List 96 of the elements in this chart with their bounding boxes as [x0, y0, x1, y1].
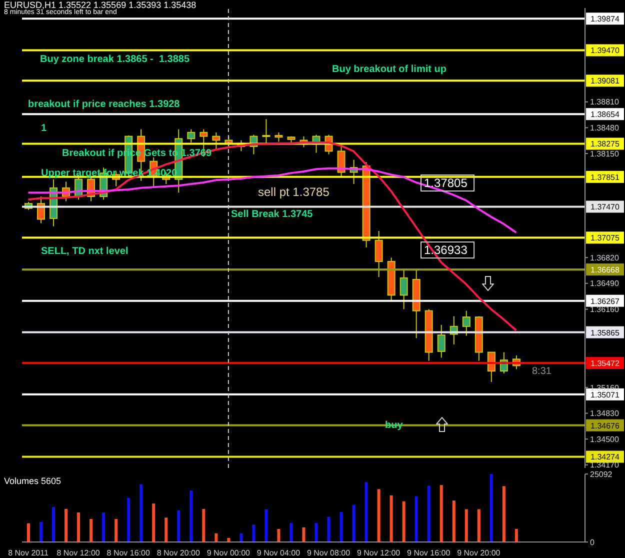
bar — [152, 504, 156, 542]
candlestick — [437, 324, 446, 358]
bar — [352, 504, 356, 542]
candlestick — [462, 310, 470, 336]
x-tick-label: 8 Nov 2011 — [8, 548, 49, 558]
x-tick-label: 9 Nov 04:00 — [256, 548, 301, 558]
candlestick — [487, 352, 496, 382]
ref-line-label: 1.35865 — [590, 328, 620, 338]
x-tick-label: 9 Nov 08:00 — [306, 548, 351, 558]
bar — [177, 510, 180, 542]
bar — [390, 495, 393, 542]
bar — [327, 516, 330, 542]
annotation: Buy zone break 1.3865 - 1.3885 — [40, 54, 190, 65]
bar — [277, 528, 280, 542]
bar — [202, 508, 206, 542]
bar — [64, 508, 68, 542]
x-tick-label: 9 Nov 00:00 — [206, 548, 251, 558]
candlestick — [187, 128, 196, 144]
ref-line-label: 1.35071 — [590, 390, 620, 400]
y-tick-label: 1.34170 — [590, 460, 620, 470]
bar — [290, 523, 293, 542]
y-tick-label: 1.38810 — [590, 98, 620, 107]
bar — [164, 518, 168, 542]
candlestick — [212, 132, 220, 150]
candlestick — [262, 118, 270, 145]
bar — [140, 484, 143, 542]
ref-line-label: 1.39081 — [590, 76, 620, 86]
bar — [340, 512, 343, 542]
annotation: Buy breakout of limit up — [332, 64, 446, 75]
bar — [214, 533, 218, 542]
annotation: 1.37805 — [424, 176, 468, 190]
bar — [314, 523, 318, 542]
ref-line-label: 1.38654 — [590, 110, 620, 120]
bar — [127, 498, 130, 542]
bar — [377, 489, 380, 542]
y-tick-label: 25092 — [590, 470, 613, 479]
ref-line-label: 1.34274 — [590, 452, 620, 462]
bar — [452, 500, 456, 542]
ref-line-label: 1.39470 — [590, 46, 620, 56]
x-tick-label: 8 Nov 20:00 — [156, 548, 201, 558]
x-tick-label: 9 Nov 16:00 — [407, 548, 451, 558]
bar — [402, 501, 406, 542]
bar — [114, 518, 118, 542]
ref-line-label: 1.37470 — [590, 202, 620, 212]
annotation: Sell Break 1.3745 — [231, 209, 314, 220]
bar — [264, 509, 268, 542]
bar — [252, 524, 256, 542]
ref-line-label: 1.36267 — [590, 296, 620, 306]
ref-line-label: 1.35472 — [590, 359, 620, 368]
ref-line-label: 1.34676 — [590, 421, 620, 430]
bar — [40, 522, 43, 542]
y-tick-label: 1.36160 — [590, 305, 620, 314]
y-tick-label: 1.34830 — [590, 409, 620, 418]
bar — [414, 496, 418, 542]
annotation: 1 — [41, 123, 47, 134]
y-tick-label: 1.34500 — [590, 434, 620, 444]
y-tick-label: 0 — [590, 538, 595, 547]
x-tick-label: 9 Nov 20:00 — [457, 548, 501, 558]
bar — [514, 528, 518, 542]
bar — [502, 486, 506, 542]
bar — [464, 509, 468, 542]
candlestick — [274, 132, 283, 142]
bar — [52, 507, 56, 542]
bar — [90, 518, 93, 542]
ref-line-label: 1.38275 — [590, 140, 620, 149]
chart-title: Volumes 5605 — [4, 476, 62, 486]
y-tick-label: 1.36490 — [590, 279, 620, 288]
ref-line-label: 1.37851 — [590, 172, 620, 182]
y-tick-label: 1.38480 — [590, 124, 620, 133]
y-tick-label: 1.36820 — [590, 253, 620, 262]
candlestick — [374, 230, 383, 278]
ref-line-label: 1.39874 — [590, 14, 620, 24]
bar — [302, 527, 306, 542]
bar — [240, 533, 243, 542]
annotation: breakout if price reaches 1.3928 — [28, 99, 180, 110]
bar — [364, 482, 368, 542]
annotation: sell pt 1.3785 — [258, 185, 330, 199]
x-tick-label: 8 Nov 16:00 — [106, 548, 150, 558]
y-tick-label: 1.38150 — [590, 149, 620, 158]
annotation: 8:31 — [532, 366, 552, 377]
candlestick — [400, 268, 408, 310]
bar — [102, 512, 106, 542]
bar — [427, 486, 430, 542]
ref-line-label: 1.37075 — [590, 234, 620, 243]
x-tick-label: 8 Nov 12:00 — [56, 548, 100, 558]
annotation: SELL, TD nxt level — [41, 246, 128, 257]
bar — [477, 509, 480, 542]
bar — [490, 474, 493, 542]
bar — [190, 490, 193, 542]
bar — [27, 523, 30, 542]
x-tick-label: 9 Nov 12:00 — [356, 548, 401, 558]
chart-title: EURUSD,H1 1.35522 1.35569 1.35393 1.35438 — [4, 0, 196, 10]
ref-line-label: 1.36668 — [590, 265, 620, 274]
bar — [77, 512, 80, 542]
candlestick — [337, 144, 346, 177]
bar — [440, 485, 443, 542]
